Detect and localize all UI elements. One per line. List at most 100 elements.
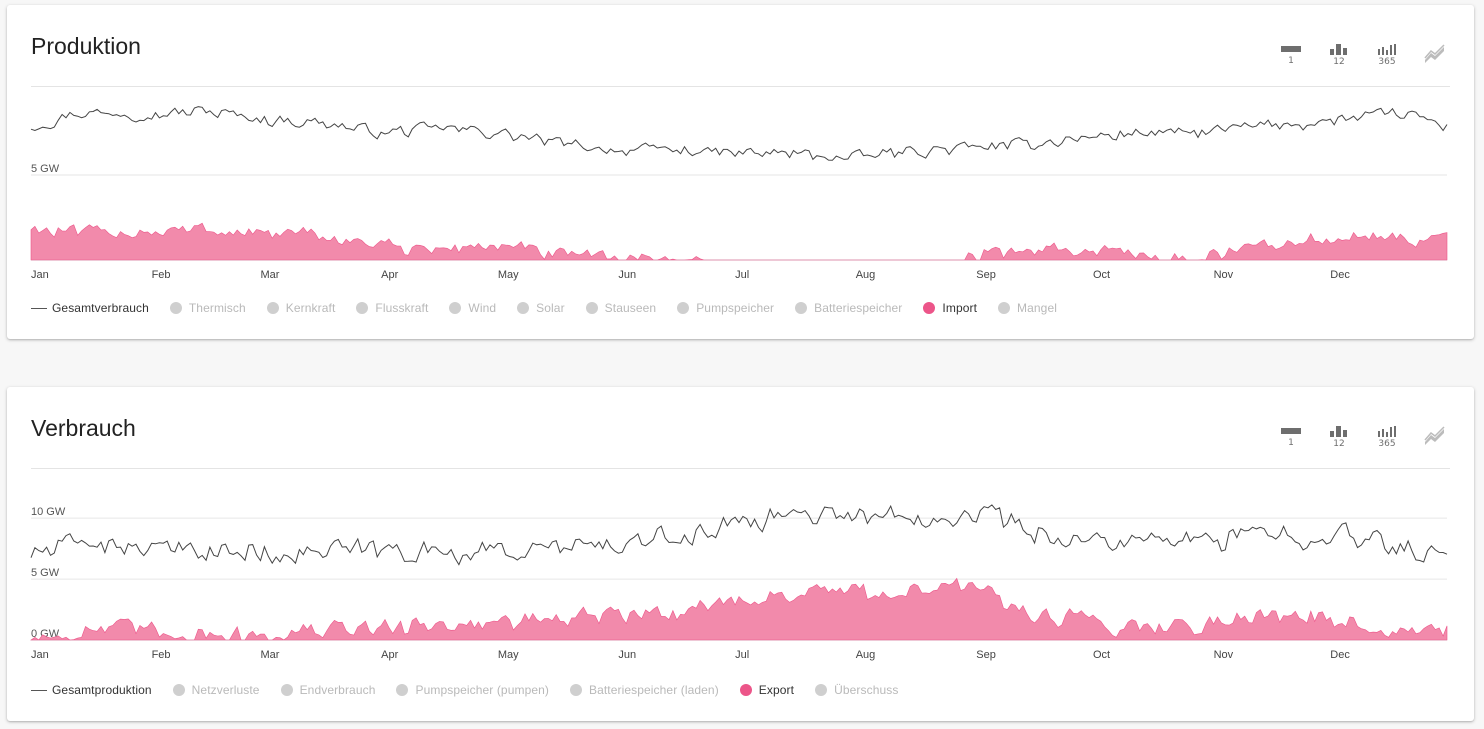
- x-tick-label: Jan: [31, 269, 49, 281]
- view-month-label: 12: [1333, 439, 1344, 447]
- title-divider: [31, 86, 1450, 87]
- x-tick-label: Aug: [856, 269, 876, 281]
- x-tick-label: Dec: [1330, 269, 1350, 281]
- x-tick-label: Sep: [976, 269, 996, 281]
- x-tick-label: Nov: [1214, 649, 1234, 661]
- legend-label: Thermisch: [188, 301, 246, 315]
- legend-dot-swatch: [677, 302, 690, 314]
- legend-item[interactable]: Endverbrauch: [280, 683, 376, 697]
- legend-label: Batteriespeicher: [814, 301, 903, 315]
- legend-dot-swatch: [169, 302, 182, 314]
- legend-item[interactable]: Gesamtproduktion: [31, 683, 152, 697]
- legend-label: Wind: [468, 301, 497, 315]
- legend-label: Flusskraft: [375, 301, 429, 315]
- x-tick-label: Apr: [381, 269, 398, 281]
- legend-item[interactable]: Wind: [449, 301, 496, 315]
- series-area-export: [30, 577, 1448, 641]
- legend-item[interactable]: Gesamtverbrauch: [31, 301, 149, 315]
- view-year-button[interactable]: 1: [1274, 421, 1308, 451]
- y-tick-label: 5 GW: [31, 567, 60, 579]
- x-tick-label: Sep: [976, 649, 996, 661]
- legend-dot-swatch: [172, 684, 185, 696]
- x-tick-label: Oct: [1093, 649, 1110, 661]
- legend-label: Export: [758, 683, 795, 697]
- legend-dot-swatch: [795, 302, 808, 314]
- legend-line-swatch: [31, 307, 47, 309]
- legend-label: Stauseen: [604, 301, 657, 315]
- single-bar-icon: 1: [1281, 46, 1301, 65]
- series-line-gesamtproduktion: [30, 504, 1448, 566]
- view-month-button[interactable]: 12: [1322, 421, 1356, 451]
- legend-dot-swatch: [569, 684, 582, 696]
- legend-item[interactable]: Thermisch: [169, 301, 246, 315]
- view-toolbar: 1 12 365: [1274, 39, 1452, 69]
- legend-dot-swatch: [739, 684, 752, 696]
- view-line-button[interactable]: [1418, 39, 1452, 69]
- line-chart-icon: [1424, 44, 1445, 63]
- view-toolbar: 1 12 365: [1274, 421, 1452, 451]
- view-day-button[interactable]: 365: [1370, 39, 1404, 69]
- legend-dot-swatch: [449, 302, 462, 314]
- view-line-button[interactable]: [1418, 421, 1452, 451]
- x-tick-label: Oct: [1093, 269, 1110, 281]
- view-month-button[interactable]: 12: [1322, 39, 1356, 69]
- legend-item[interactable]: Solar: [517, 301, 565, 315]
- verbrauch-card: Verbrauch 1 12 365 0 GW 5: [7, 387, 1474, 721]
- x-tick-label: Feb: [152, 649, 171, 661]
- legend-item[interactable]: Stauseen: [585, 301, 657, 315]
- x-tick-label: Apr: [381, 649, 398, 661]
- legend-item[interactable]: Pumpspeicher: [677, 301, 774, 315]
- legend-label: Import: [942, 301, 978, 315]
- legend-item[interactable]: Pumpspeicher (pumpen): [396, 683, 549, 697]
- legend-item[interactable]: Kernkraft: [266, 301, 336, 315]
- legend-label: Überschuss: [834, 683, 899, 697]
- produktion-card: Produktion 1 12 365 0 GW: [7, 5, 1474, 339]
- legend-item[interactable]: Export: [739, 683, 795, 697]
- view-year-button[interactable]: 1: [1274, 39, 1308, 69]
- view-day-button[interactable]: 365: [1370, 421, 1404, 451]
- legend-item[interactable]: Mangel: [998, 301, 1057, 315]
- x-tick-label: May: [498, 269, 519, 281]
- x-tick-label: Jun: [618, 649, 636, 661]
- legend-label: Gesamtproduktion: [52, 683, 152, 697]
- legend-label: Batteriespeicher (laden): [588, 683, 719, 697]
- view-day-label: 365: [1378, 439, 1395, 447]
- x-tick-label: Jan: [31, 649, 49, 661]
- produktion-chart: 0 GW5 GWJanFebMarAprMayJunJulAugSepOctNo…: [30, 106, 1448, 281]
- x-tick-label: May: [498, 649, 519, 661]
- legend-item[interactable]: Batteriespeicher: [795, 301, 902, 315]
- series-area-import: [30, 222, 1448, 261]
- title-divider: [31, 468, 1450, 469]
- legend-dot-swatch: [923, 302, 936, 314]
- verbrauch-chart: 0 GW 5 GW 10 GW Jan Feb Mar Apr May Jun Jul Aug Sep…: [30, 504, 1448, 661]
- legend-dot-swatch: [517, 302, 530, 314]
- legend-item[interactable]: Import: [923, 301, 977, 315]
- legend-label: Solar: [536, 301, 565, 315]
- x-tick-label: Jul: [735, 649, 749, 661]
- monthly-bars-icon: 12: [1330, 426, 1347, 447]
- legend-item[interactable]: Flusskraft: [356, 301, 428, 315]
- legend-dot-swatch: [585, 302, 598, 314]
- panel-title: Verbrauch: [31, 415, 136, 441]
- legend-label: Pumpspeicher: [696, 301, 775, 315]
- x-tick-label: Nov: [1214, 269, 1234, 281]
- legend-item[interactable]: Batteriespeicher (laden): [569, 683, 719, 697]
- view-year-label: 1: [1288, 56, 1294, 65]
- daily-bars-icon: 365: [1378, 426, 1396, 447]
- x-tick-label: Jul: [735, 269, 749, 281]
- y-tick-label: 0 GW: [31, 628, 60, 640]
- legend-item[interactable]: Überschuss: [815, 683, 898, 697]
- legend-label: Endverbrauch: [299, 683, 376, 697]
- verbrauch-legend: Gesamtproduktion Netzverluste Endverbrauch…: [31, 683, 919, 697]
- panel-title: Produktion: [31, 33, 141, 59]
- legend-label: Mangel: [1017, 301, 1057, 315]
- legend-label: Netzverluste: [191, 683, 260, 697]
- legend-item[interactable]: Netzverluste: [172, 683, 260, 697]
- view-month-label: 12: [1333, 57, 1344, 65]
- legend-dot-swatch: [356, 302, 369, 314]
- legend-label: Pumpspeicher (pumpen): [415, 683, 549, 697]
- legend-label: Gesamtverbrauch: [52, 301, 149, 315]
- legend-dot-swatch: [815, 684, 828, 696]
- series-line-gesamtverbrauch: [30, 106, 1448, 161]
- x-tick-label: Jun: [618, 269, 636, 281]
